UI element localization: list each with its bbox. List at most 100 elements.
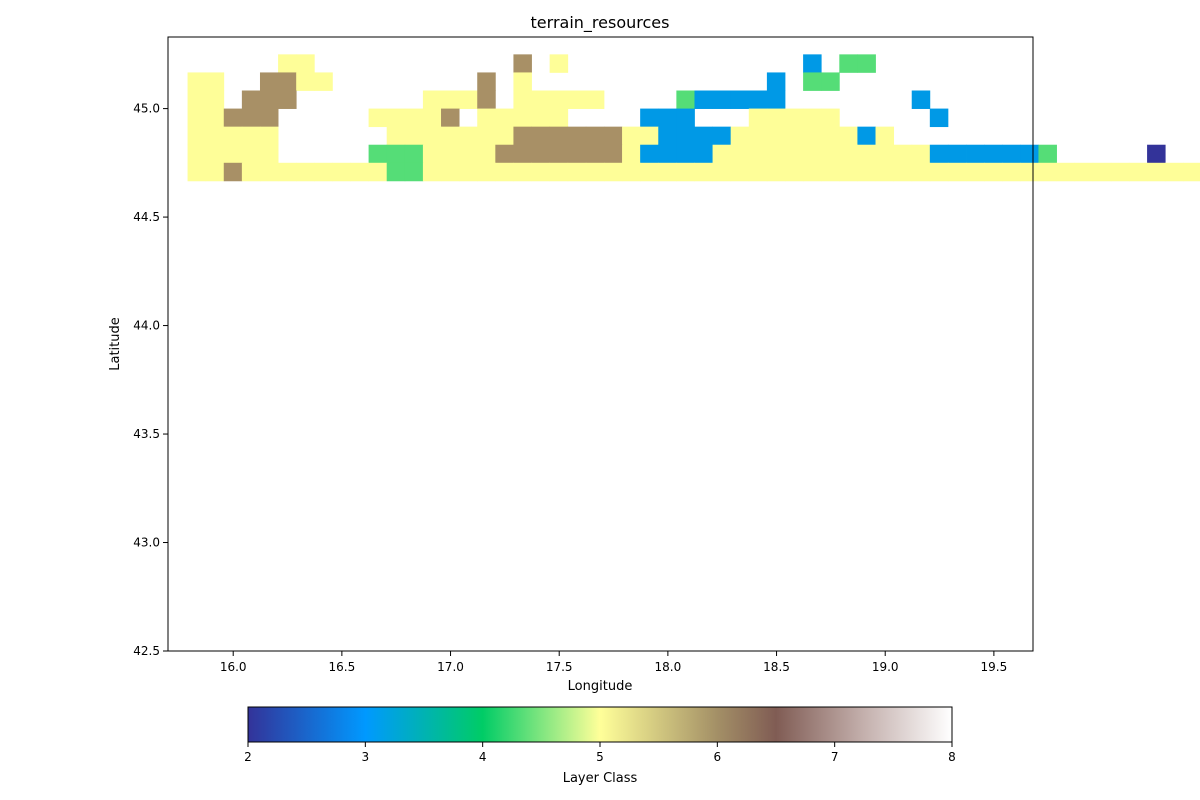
heatmap-cell [296,162,315,182]
heatmap-cell [422,108,442,128]
colorbar-label: Layer Class [563,771,638,786]
heatmap-cell [549,90,569,109]
heatmap-cell [513,108,532,128]
heatmap-cell [187,90,207,109]
heatmap-cell [1092,162,1112,182]
heatmap-cell [640,144,659,164]
heatmap-cell [712,90,732,109]
heatmap-cell [296,54,315,73]
heatmap-cell [658,162,677,182]
heatmap-cell [966,144,985,164]
heatmap-cell [857,54,876,73]
heatmap-cell [441,162,460,182]
heatmap-cell [567,126,587,146]
colorbar-tick-label: 3 [362,750,370,764]
x-tick-label: 19.5 [981,660,1008,674]
heatmap-cell [549,162,569,182]
heatmap-cell [730,126,750,146]
heatmap-cell [585,126,605,146]
heatmap-cell [603,162,623,182]
heatmap-cell [1110,162,1130,182]
heatmap-cell [404,108,424,128]
heatmap-cell [929,108,949,128]
heatmap-cell [875,126,895,146]
heatmap-cell [567,90,587,109]
heatmap-cell [513,90,532,109]
heatmap-cell [549,54,569,73]
heatmap-cell [622,126,641,146]
heatmap-cell [857,144,876,164]
heatmap-cell [585,162,605,182]
heatmap-cell [495,108,514,128]
heatmap-cell [694,144,713,164]
colorbar-tick-label: 6 [714,750,722,764]
heatmap-cell [368,108,388,128]
heatmap-cell [477,108,496,128]
heatmap-cell [278,72,297,91]
x-axis-label: Longitude [568,679,633,694]
heatmap-cell [875,144,895,164]
heatmap-cell [241,90,261,109]
heatmap-cell [513,72,532,91]
heatmap-cell [241,144,261,164]
heatmap-cell [929,144,949,164]
heatmap-cell [785,144,804,164]
heatmap-cell [404,126,424,146]
heatmap-cell [603,126,623,146]
heatmap-cell [730,90,750,109]
heatmap-cell [748,144,768,164]
heatmap-cell [259,90,279,109]
heatmap-cell [1147,144,1166,164]
heatmap-cell [803,54,822,73]
heatmap-cell [205,144,225,164]
heatmap-cell [567,162,587,182]
heatmap-cell [422,162,442,182]
heatmap-cell [766,162,786,182]
y-axis: 42.5 43.0 43.5 44.0 44.5 45.0 [133,102,168,658]
heatmap-cell [549,144,569,164]
heatmap-cell [766,126,786,146]
heatmap-cell [712,144,732,164]
heatmap-cell [1038,162,1057,182]
heatmap-cell [314,162,333,182]
heatmap-cell [821,72,840,91]
heatmap-cell [422,90,442,109]
heatmap-cell [640,108,659,128]
heatmap-cell [984,162,1003,182]
heatmap-cell [1128,162,1148,182]
heatmap-cell [441,126,460,146]
heatmap-cell [187,162,207,182]
heatmap-cell [785,162,804,182]
heatmap-cell [205,90,225,109]
heatmap-cell [658,108,677,128]
heatmap-cell [766,144,786,164]
heatmap-cell [459,90,478,109]
heatmap-cell [676,126,695,146]
heatmap-cell [495,144,514,164]
heatmap-cell [893,162,913,182]
heatmap-cell [477,72,496,91]
heatmap-cell [694,126,713,146]
x-tick-label: 18.0 [655,660,682,674]
heatmap-cell [259,72,279,91]
heatmap-cell [839,126,858,146]
heatmap-cell [1183,162,1200,182]
heatmap-cell [766,72,786,91]
heatmap-cell [513,54,532,73]
heatmap-cell [531,144,551,164]
heatmap-cell [875,162,895,182]
x-tick-label: 18.5 [763,660,790,674]
heatmap-cell [676,162,695,182]
heatmap-cell [694,90,713,109]
heatmap-cell [241,126,261,146]
heatmap-cell [513,162,532,182]
heatmap-cell [1002,144,1021,164]
colorbar-tick-label: 7 [831,750,839,764]
heatmap-cell [821,108,840,128]
heatmap-cell [513,144,532,164]
heatmap-cell [368,144,388,164]
heatmap-cell [1165,162,1184,182]
heatmap-cell [839,54,858,73]
heatmap-cell [821,162,840,182]
x-tick-label: 19.0 [872,660,899,674]
